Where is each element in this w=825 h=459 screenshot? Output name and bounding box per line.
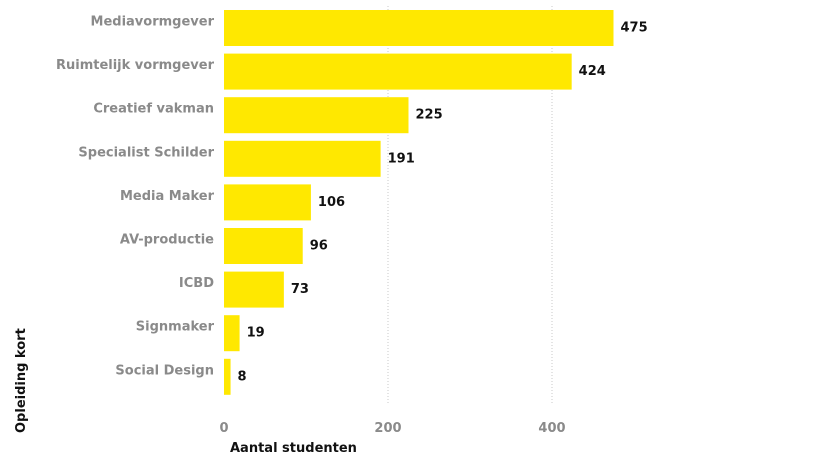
value-label-2: 225 [416, 108, 443, 123]
bar-0 [224, 10, 614, 46]
value-label-4: 106 [318, 195, 345, 210]
y-axis-title: Opleiding kort [14, 328, 29, 433]
x-axis-ticks: 0 200 400 [219, 421, 565, 436]
bar-7 [224, 315, 240, 351]
value-label-7: 19 [247, 326, 265, 341]
bar-4 [224, 184, 311, 220]
bar-3 [224, 141, 381, 177]
value-label-0: 475 [621, 21, 648, 36]
category-labels: Mediavormgever Ruimtelijk vormgever Creati… [56, 15, 215, 379]
value-label-5: 96 [310, 239, 328, 254]
value-label-1: 424 [579, 64, 606, 79]
bar-8 [224, 359, 231, 395]
category-label-1: Ruimtelijk vormgever [56, 58, 215, 73]
category-label-0: Mediavormgever [91, 15, 215, 30]
value-label-6: 73 [291, 282, 309, 297]
bar-1 [224, 54, 572, 90]
category-label-4: Media Maker [120, 189, 215, 204]
x-axis-title: Aantal studenten [230, 441, 357, 456]
category-label-5: AV-productie [120, 233, 214, 248]
category-label-7: Signmaker [136, 320, 215, 335]
value-label-8: 8 [238, 369, 247, 384]
x-tick-label-400: 400 [538, 421, 565, 436]
category-label-3: Specialist Schilder [78, 145, 214, 160]
category-label-2: Creatief vakman [93, 102, 214, 117]
bars [224, 10, 614, 395]
category-label-6: ICBD [179, 276, 214, 291]
x-tick-label-200: 200 [374, 421, 401, 436]
bar-2 [224, 97, 409, 133]
x-tick-label-0: 0 [219, 421, 228, 436]
value-label-3: 191 [388, 151, 415, 166]
bar-6 [224, 272, 284, 308]
bar-5 [224, 228, 303, 264]
category-label-8: Social Design [115, 363, 214, 378]
